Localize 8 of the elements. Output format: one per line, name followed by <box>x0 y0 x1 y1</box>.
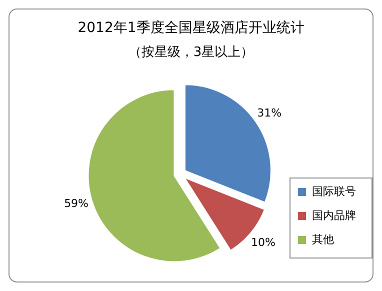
data-label: 10% <box>250 236 276 249</box>
legend-label: 其他 <box>312 233 334 246</box>
legend-label: 国内品牌 <box>312 209 356 222</box>
data-label: 31% <box>257 106 282 120</box>
chart-title: 2012年1季度全国星级酒店开业统计 <box>78 20 304 36</box>
data-label: 59% <box>64 197 89 210</box>
chart-subtitle: （按星级，3星以上） <box>128 45 254 60</box>
legend-label: 国际联号 <box>312 185 356 198</box>
